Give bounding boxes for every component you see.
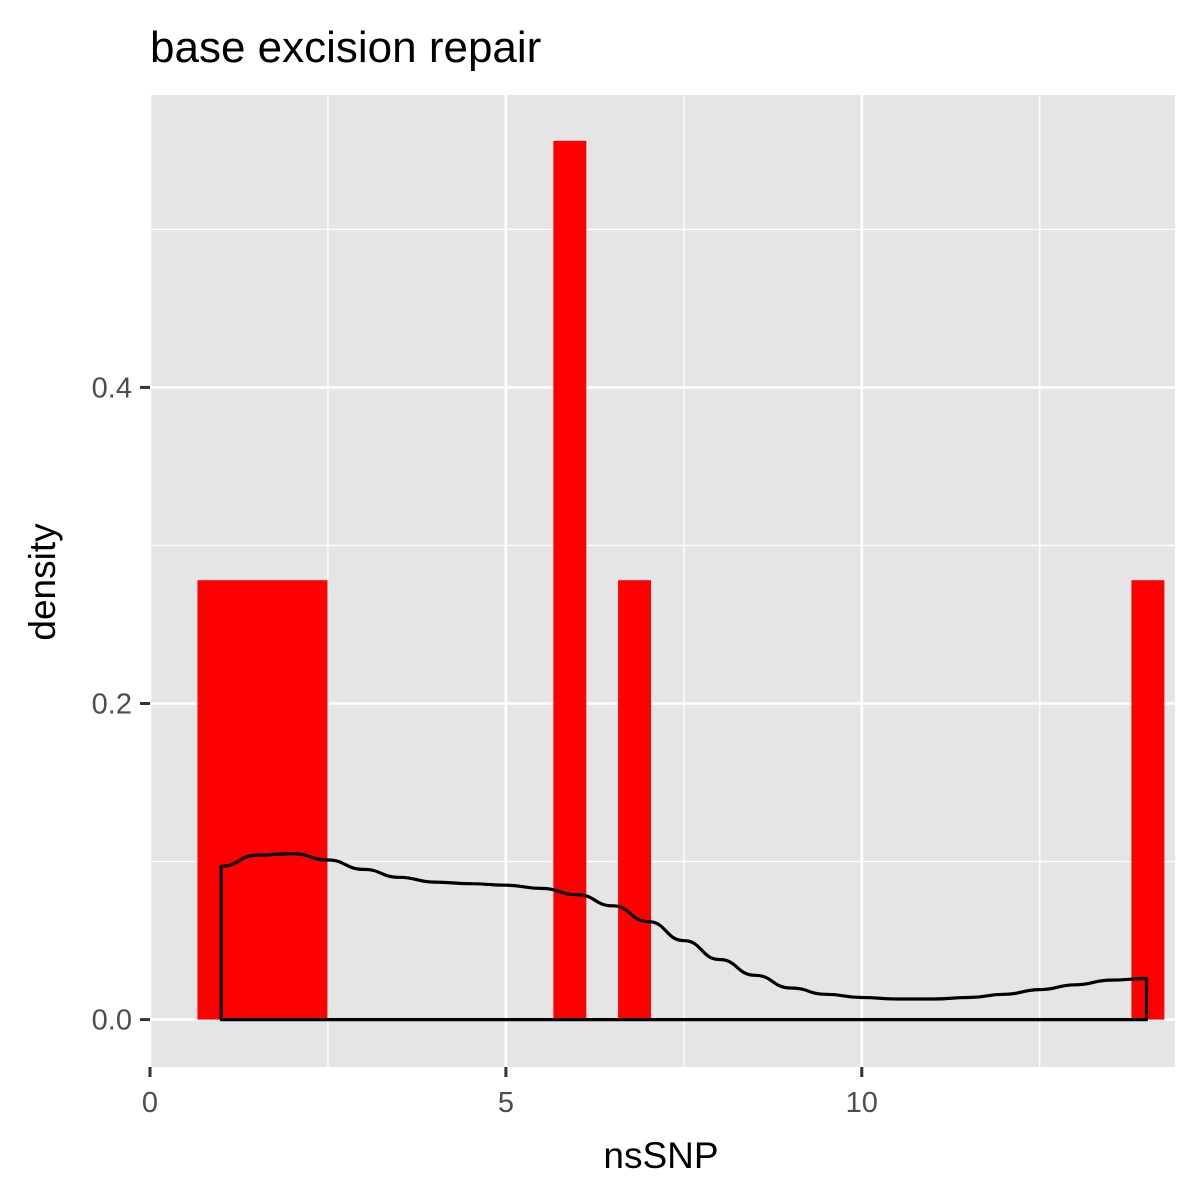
y-tick-label: 0.2 [92,688,132,720]
density-layer [219,852,1149,1022]
histogram-bar [553,140,587,1020]
x-tick-label: 10 [846,1087,878,1119]
density-curve [219,852,1149,1022]
histogram-bar [197,580,231,1020]
x-tick-label: 5 [498,1087,514,1119]
chart-title: base excision repair [150,23,541,72]
y-tick-label: 0.4 [92,372,132,404]
histogram-bar [262,580,296,1020]
histogram-bar [229,580,263,1020]
histogram-bars [197,140,1165,1020]
histogram-bar [1131,580,1165,1020]
axes: 0 5 10 0.0 0.2 0.4 [92,372,878,1119]
y-axis-title: density [22,523,63,641]
histogram-bar [618,580,651,1020]
y-tick-label: 0.0 [92,1005,132,1037]
x-axis-title: nsSNP [603,1135,718,1176]
x-tick-label: 0 [142,1087,158,1119]
histogram-bar [294,580,328,1020]
